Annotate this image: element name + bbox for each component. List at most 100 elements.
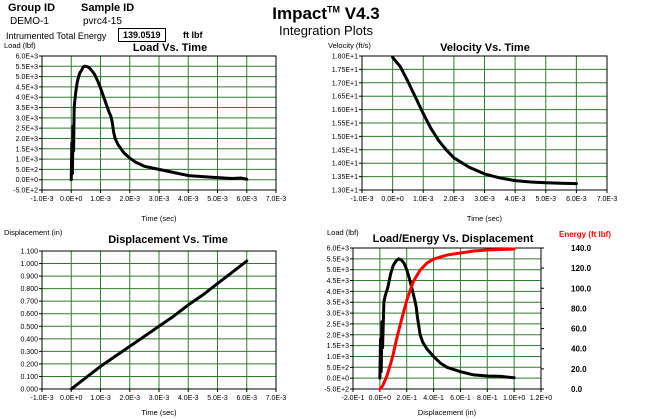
- data-series-line: [69, 64, 249, 182]
- x-tick-label: 1.0E-3: [90, 196, 111, 203]
- x-axis-label: Time (sec): [467, 214, 503, 223]
- app-title-name: Impact: [272, 4, 328, 23]
- x-axis-label: Time (sec): [141, 408, 177, 417]
- trademark-mark: TM: [327, 4, 341, 15]
- x-tick-label: -1.0E-3: [31, 196, 54, 203]
- y-tick-label: 4.0E+3: [16, 95, 38, 102]
- y-tick-label: 1.000: [20, 261, 38, 268]
- y-tick-label: 5.0E+3: [327, 267, 349, 274]
- x-tick-label: 4.0E-1: [423, 395, 444, 402]
- chart-title: Load/Energy Vs. Displacement: [373, 233, 534, 245]
- x-tick-label: 3.0E-3: [149, 395, 170, 402]
- y-axis-label: Load (lbf): [327, 228, 359, 237]
- y-tick-label: 1.70E+1: [332, 80, 358, 87]
- y-tick-label: 5.0E+3: [16, 74, 38, 81]
- y-tick-label: 5.5E+3: [16, 64, 38, 71]
- x-tick-label: 7.0E-3: [266, 196, 287, 203]
- app-version: V4.3: [340, 4, 380, 23]
- x-tick-label: 1.0E+0: [503, 395, 525, 402]
- x-tick-label: 5.0E-3: [207, 196, 228, 203]
- y-tick-label: 0.0E+0: [327, 376, 349, 383]
- y-tick-label: 6.0E+3: [327, 246, 349, 253]
- y-tick-label: 5.5E+3: [327, 256, 349, 263]
- x-axis-label: Displacement (in): [418, 408, 477, 417]
- y-tick-label: 0.600: [20, 311, 38, 318]
- x-tick-label: 0.0E+0: [60, 196, 82, 203]
- energy-label: Intrumented Total Energy: [6, 31, 107, 41]
- y-tick-label: 3.5E+3: [16, 105, 38, 112]
- group-id-label: Group ID: [8, 2, 56, 14]
- y2-tick-label: 20.0: [571, 365, 587, 374]
- y-tick-label: 1.60E+1: [332, 107, 358, 114]
- x-tick-label: 6.0E-3: [236, 395, 257, 402]
- sample-id-label: Sample ID: [81, 2, 135, 14]
- data-series-line: [391, 55, 578, 186]
- y-tick-label: -5.0E+2: [325, 387, 349, 394]
- x-tick-label: 2.0E-1: [396, 395, 417, 402]
- y-tick-label: -5.0E+2: [13, 188, 38, 195]
- x-tick-label: 4.0E-3: [178, 395, 199, 402]
- y-tick-label: 0.0E+0: [16, 177, 38, 184]
- x-tick-label: 2.0E-3: [119, 196, 140, 203]
- y2-tick-label: 100.0: [571, 284, 592, 293]
- plot-frame: [352, 247, 542, 390]
- chart-title: Load Vs. Time: [133, 42, 207, 54]
- y-tick-label: 2.5E+3: [327, 321, 349, 328]
- y2-tick-label: 140.0: [571, 244, 592, 253]
- x-tick-label: 6.0E-1: [450, 395, 471, 402]
- x-tick-label: 5.0E-3: [535, 196, 556, 203]
- y-tick-label: 4.5E+3: [16, 84, 38, 91]
- y-tick-label: 1.80E+1: [332, 54, 358, 61]
- y-tick-label: 0.200: [20, 361, 38, 368]
- y-tick-label: 1.45E+1: [332, 147, 358, 154]
- x-tick-label: 1.0E-3: [90, 395, 111, 402]
- energy-series-line: [378, 247, 516, 391]
- y-tick-label: 1.5E+3: [327, 343, 349, 350]
- x-tick-label: 1.0E-3: [413, 196, 434, 203]
- x-tick-label: 5.0E-3: [207, 395, 228, 402]
- y-tick-label: 3.5E+3: [327, 300, 349, 307]
- x-tick-label: 6.0E-3: [236, 196, 257, 203]
- y-tick-label: 1.30E+1: [332, 188, 358, 195]
- y2-tick-label: 40.0: [571, 345, 587, 354]
- y-tick-label: 1.55E+1: [332, 121, 358, 128]
- plot-frame: [41, 55, 277, 191]
- y-tick-label: 4.0E+3: [327, 289, 349, 296]
- y-tick-label: 1.100: [20, 249, 38, 256]
- y-axis-label: Displacement (in): [4, 228, 63, 237]
- x-tick-label: 3.0E-3: [149, 196, 170, 203]
- x-tick-label: 6.0E-3: [566, 196, 587, 203]
- y-tick-label: 0.100: [20, 374, 38, 381]
- y-tick-label: 1.5E+3: [16, 146, 38, 153]
- chart-title: Velocity Vs. Time: [440, 42, 530, 54]
- x-tick-label: 0.0E+0: [381, 196, 403, 203]
- plot-frame: [361, 55, 608, 191]
- x-axis-label: Time (sec): [141, 214, 177, 223]
- x-tick-label: 7.0E-3: [266, 395, 287, 402]
- x-tick-label: 2.0E-3: [444, 196, 465, 203]
- load-series-line: [378, 257, 516, 380]
- y-tick-label: 4.5E+3: [327, 278, 349, 285]
- chart-title: Displacement Vs. Time: [108, 234, 228, 246]
- y-tick-label: 0.700: [20, 299, 38, 306]
- x-tick-label: 3.0E-3: [474, 196, 495, 203]
- x-tick-label: 0.0E+0: [60, 395, 82, 402]
- plot-frame: [41, 250, 277, 390]
- y-tick-label: 2.0E+3: [16, 136, 38, 143]
- x-tick-label: -2.0E-1: [342, 395, 365, 402]
- y-tick-label: 0.300: [20, 349, 38, 356]
- y2-tick-label: 60.0: [571, 325, 587, 334]
- y-tick-label: 2.0E+3: [327, 332, 349, 339]
- y-tick-label: 1.0E+3: [16, 157, 38, 164]
- y-tick-label: 0.900: [20, 274, 38, 281]
- y-axis-label: Load (lbf): [4, 41, 36, 50]
- x-tick-label: 4.0E-3: [505, 196, 526, 203]
- app-title: ImpactTM V4.3: [216, 4, 436, 24]
- y-tick-label: 0.000: [20, 387, 38, 394]
- y-tick-label: 0.500: [20, 324, 38, 331]
- y-tick-label: 1.50E+1: [332, 134, 358, 141]
- y-axis-label: Velocity (ft/s): [328, 41, 371, 50]
- y-tick-label: 1.35E+1: [332, 174, 358, 181]
- x-tick-label: 2.0E-3: [119, 395, 140, 402]
- x-tick-label: -1.0E-3: [31, 395, 54, 402]
